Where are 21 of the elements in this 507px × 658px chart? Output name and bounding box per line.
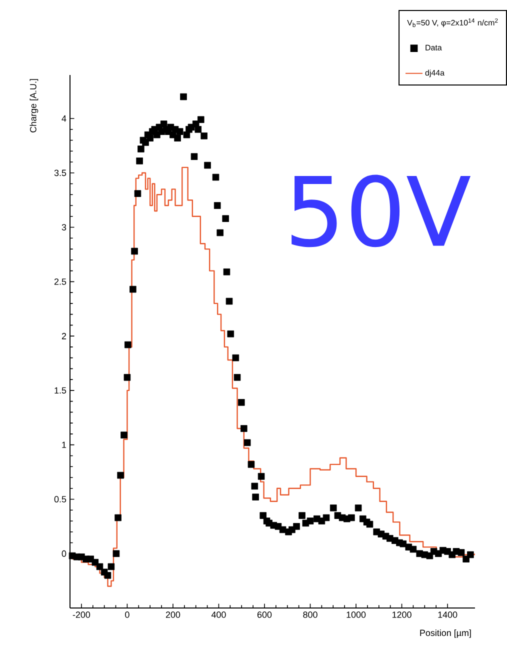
x-tick-label: 200 bbox=[166, 612, 180, 618]
y-tick-label: 0 bbox=[62, 550, 66, 557]
x-axis-title: Position [µm] bbox=[420, 629, 471, 638]
x-tick-label: 600 bbox=[257, 612, 272, 618]
y-tick-label: 0.5 bbox=[54, 496, 66, 502]
x-tick-label: 1400 bbox=[438, 612, 458, 618]
annotation: 50V bbox=[292, 174, 471, 248]
x-tick-label: 0 bbox=[125, 612, 130, 618]
y-tick-label: 1 bbox=[62, 442, 66, 448]
x-tick-label: 400 bbox=[211, 612, 226, 618]
y-tick-label: 2.5 bbox=[54, 278, 66, 285]
x-tick-label: 1200 bbox=[392, 612, 412, 618]
y-axis-title: Charge [A.U.] bbox=[30, 79, 38, 132]
y-tick-label: 4 bbox=[62, 115, 66, 122]
y-tick-label: 3.5 bbox=[54, 170, 66, 176]
y-tick-label: 2 bbox=[62, 332, 66, 340]
x-tick-label: 800 bbox=[303, 612, 318, 618]
y-tick-label: 3 bbox=[62, 224, 66, 230]
x-tick-label: -200 bbox=[72, 612, 90, 618]
y-tick-label: 1.5 bbox=[54, 387, 66, 394]
x-tick-label: 1000 bbox=[346, 612, 366, 618]
